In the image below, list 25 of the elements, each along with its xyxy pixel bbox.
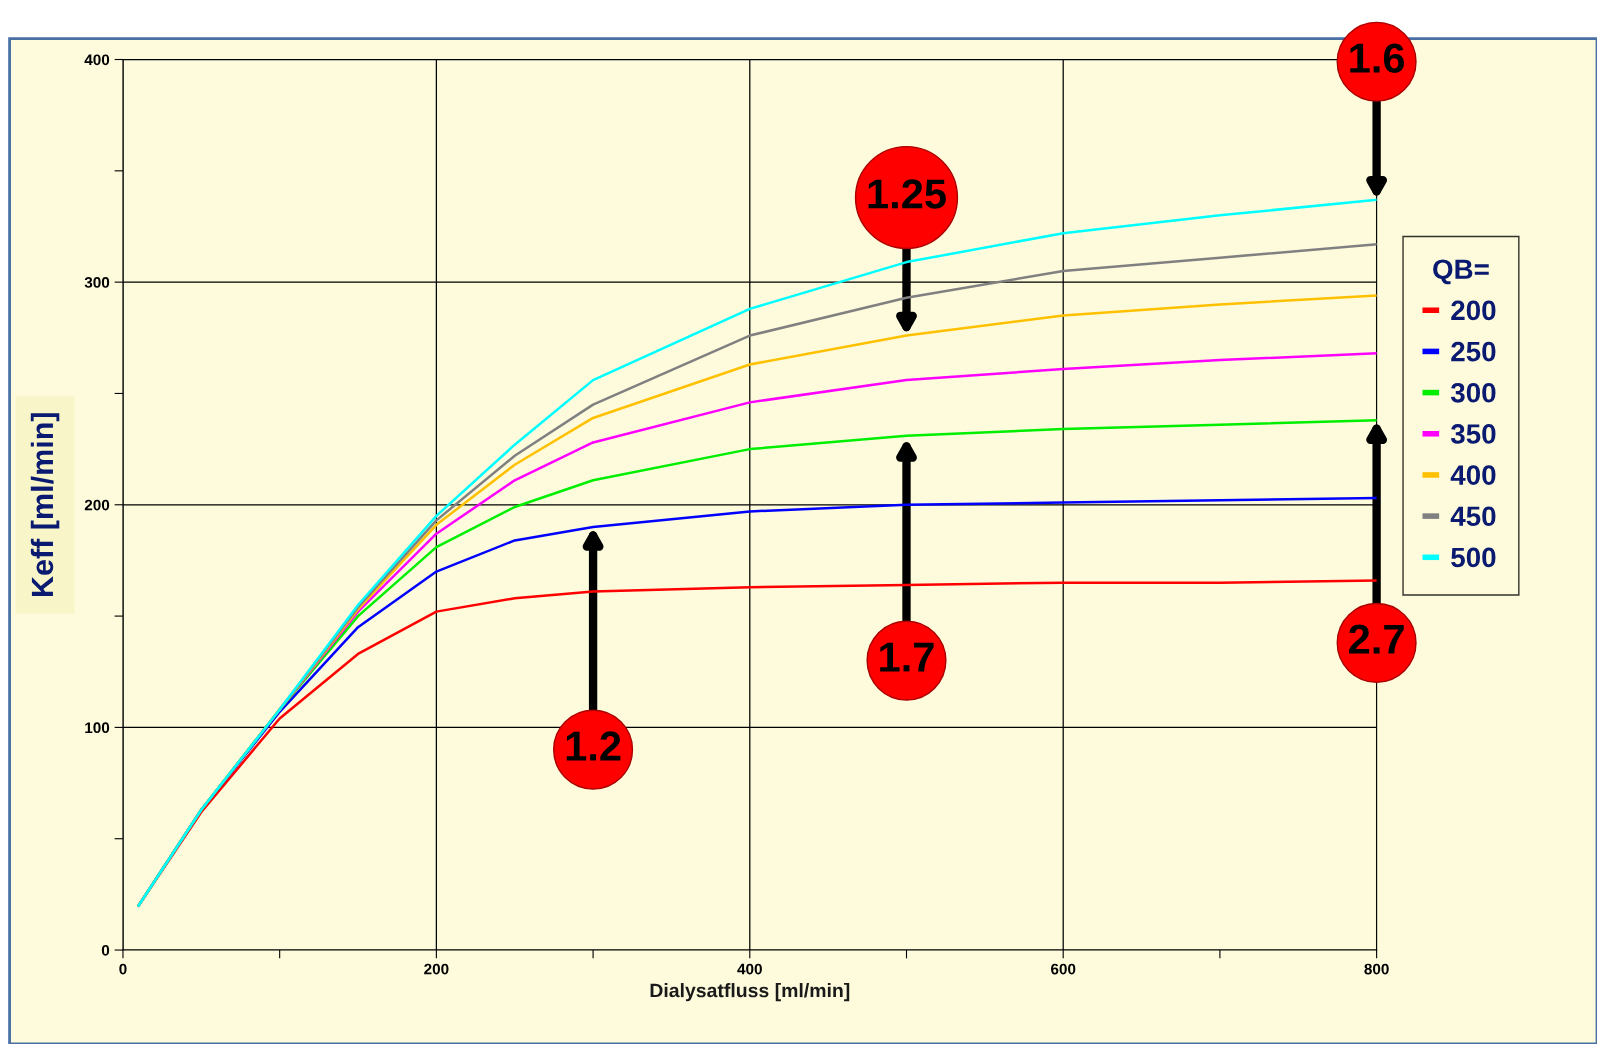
legend-label: 250	[1451, 341, 1496, 362]
y-tick-label: 400	[84, 54, 110, 66]
y-tick-label: 300	[84, 277, 110, 288]
legend-label: 300	[1450, 382, 1496, 403]
legend-label: 400	[1450, 465, 1496, 485]
x-tick-label: 0	[119, 963, 127, 975]
legend-label: 450	[1450, 506, 1496, 527]
y-tick-label: 100	[85, 722, 110, 734]
x-axis-title: Dialysatfluss [ml/min]	[650, 983, 850, 1002]
legend-label: 200	[1451, 300, 1496, 321]
x-tick-label: 600	[1051, 963, 1076, 975]
y-tick-label: 200	[84, 499, 110, 511]
annotation: 1.25	[868, 179, 946, 209]
x-tick-label: 400	[737, 963, 762, 975]
legend-label: 350	[1450, 424, 1496, 444]
x-tick-label: 800	[1364, 963, 1389, 975]
y-axis-title: Keff [ml/min]	[30, 413, 60, 597]
x-tick-label: 200	[424, 963, 449, 975]
annotation: 1.7	[880, 642, 934, 672]
annotation: 2.7	[1349, 624, 1404, 654]
y-tick-label: 0	[101, 944, 110, 956]
annotation: 1.2	[566, 731, 621, 761]
legend-title: QB=	[1433, 259, 1489, 285]
legend-label: 500	[1451, 547, 1496, 568]
annotation: 1.6	[1350, 43, 1405, 73]
